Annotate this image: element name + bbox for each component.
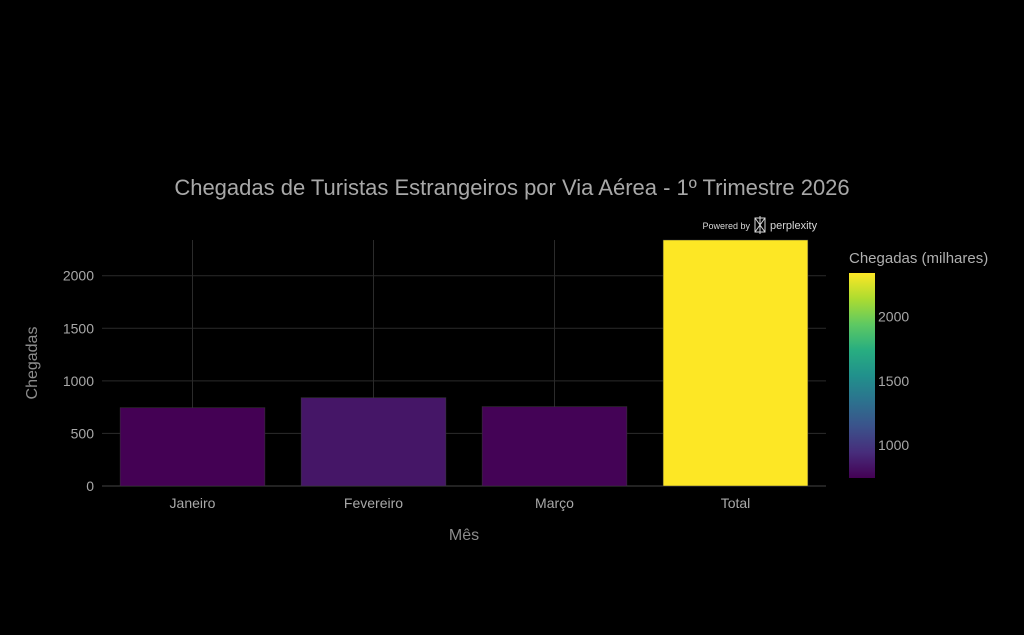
colorbar-title: Chegadas (milhares)	[849, 250, 988, 267]
chart-title: Chegadas de Turistas Estrangeiros por Vi…	[174, 175, 849, 200]
watermark: Powered by perplexity	[702, 216, 818, 234]
x-tick-label: Março	[535, 495, 574, 511]
watermark-brand: perplexity	[770, 220, 818, 232]
colorbar-ticks: 1000 1500 2000	[878, 309, 909, 454]
colorbar-tick-label: 2000	[878, 309, 909, 325]
bar-janeiro	[119, 407, 266, 487]
y-tick-label: 1500	[63, 320, 94, 336]
x-tick-label: Total	[721, 495, 751, 511]
y-tick-label: 500	[71, 425, 95, 441]
colorbar: Chegadas (milhares) 1000 1500 2000	[849, 250, 988, 478]
bar-total	[662, 239, 809, 487]
watermark-prefix: Powered by	[702, 221, 750, 231]
x-axis-title: Mês	[449, 527, 479, 544]
x-tick-label: Fevereiro	[344, 495, 403, 511]
perplexity-logo-icon	[754, 216, 766, 234]
bar-fevereiro	[300, 397, 447, 487]
bar-mar-o	[481, 406, 628, 487]
y-axis-title: Chegadas	[24, 327, 41, 400]
y-axis-ticks: 0 500 1000 1500 2000	[63, 268, 94, 494]
colorbar-tick-label: 1500	[878, 373, 909, 389]
y-tick-label: 1000	[63, 373, 94, 389]
x-tick-label: Janeiro	[170, 495, 216, 511]
x-axis-ticks: Janeiro Fevereiro Março Total	[170, 495, 751, 511]
colorbar-tick-label: 1000	[878, 437, 909, 453]
bars	[119, 239, 809, 487]
y-tick-label: 2000	[63, 268, 94, 284]
y-tick-label: 0	[86, 478, 94, 494]
colorbar-gradient	[849, 273, 875, 478]
